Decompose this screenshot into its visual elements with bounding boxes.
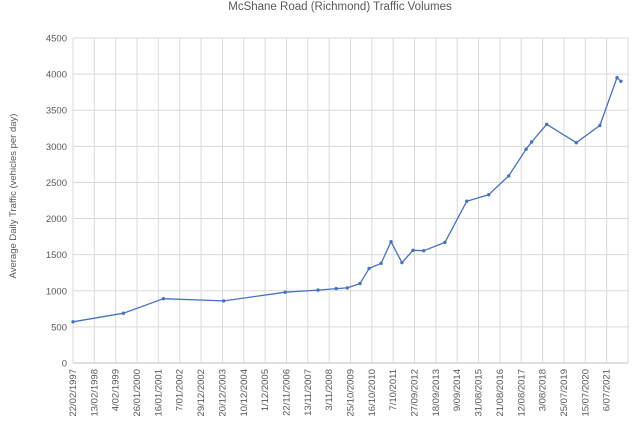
series-line-layer: [72, 77, 622, 323]
x-tick-label: 13/11/2007: [303, 369, 314, 416]
x-tick-label: 27/09/2012: [410, 369, 421, 417]
data-point: [524, 147, 528, 151]
data-point: [358, 281, 362, 286]
data-point: [334, 286, 338, 291]
x-tick-label: 20/12/2003: [217, 369, 228, 417]
x-tick-label: 9/09/2014: [452, 369, 463, 411]
x-tick-label: 22/02/1997: [68, 369, 79, 417]
data-point: [283, 290, 287, 294]
y-tick-label: 500: [51, 322, 67, 333]
data-point: [443, 240, 447, 245]
data-point: [422, 249, 426, 253]
x-tick-label: 7/10/2011: [388, 369, 399, 411]
data-point: [529, 140, 534, 144]
data-point: [615, 76, 619, 80]
y-tick-label: 3500: [46, 106, 67, 117]
data-point: [411, 248, 415, 252]
y-axis-label: Average Daily Traffic (vehicles per day): [8, 114, 19, 279]
data-point: [598, 123, 602, 128]
data-point: [574, 141, 578, 145]
x-tick-label: 16/01/2001: [153, 369, 164, 417]
x-tick-label: 29/12/2002: [196, 369, 207, 417]
y-tick-label: 1500: [46, 250, 67, 261]
data-point: [121, 311, 126, 315]
x-tick-label: 4/02/1999: [111, 369, 122, 411]
x-tick-label: 3/11/2008: [324, 369, 335, 411]
data-point: [161, 297, 166, 301]
x-tick-label: 6/07/2021: [602, 369, 613, 411]
x-tick-label: 16/10/2010: [367, 369, 378, 417]
y-tick-labels: 0 500 1000 1500 2000 2500 3000 3500 4000 4500: [46, 34, 67, 370]
x-tick-label: 15/07/2020: [580, 369, 591, 417]
x-tick-label: 18/09/2013: [431, 369, 442, 417]
y-tick-label: 0: [62, 359, 67, 370]
x-tick-label: 10/12/2004: [239, 369, 250, 417]
data-point: [545, 122, 549, 127]
data-point: [222, 299, 226, 303]
data-point: [507, 174, 511, 178]
x-tick-label: 25/07/2019: [559, 369, 570, 417]
data-point: [316, 288, 320, 292]
data-points: [71, 76, 623, 324]
data-point: [345, 286, 349, 290]
y-tick-label: 2000: [46, 214, 67, 225]
y-tick-label: 1000: [46, 286, 67, 297]
data-point: [389, 240, 393, 244]
x-tick-label: 3/08/2018: [538, 369, 549, 411]
x-tick-label: 7/01/2002: [175, 369, 186, 411]
x-tick-label: 13/02/1998: [89, 369, 100, 417]
x-tick-label: 22/11/2006: [281, 369, 292, 416]
x-tick-label: 26/01/2000: [132, 369, 143, 417]
x-tick-label: 12/08/2017: [516, 369, 527, 417]
y-tick-label: 4500: [46, 34, 67, 45]
data-point: [465, 199, 469, 203]
data-point: [619, 79, 623, 84]
y-tick-label: 3000: [46, 142, 67, 153]
data-point: [367, 266, 371, 271]
x-tick-label: 31/08/2015: [474, 369, 485, 417]
chart-title: McShane Road (Richmond) Traffic Volumes: [228, 1, 452, 13]
x-tick-label: 1/12/2005: [260, 369, 271, 411]
y-tick-label: 4000: [46, 70, 67, 81]
series-line: [72, 77, 622, 323]
gridlines: [72, 37, 629, 364]
x-tick-label: 21/08/2016: [495, 369, 506, 417]
data-point: [379, 261, 383, 265]
data-point: [71, 320, 75, 324]
y-tick-label: 2500: [46, 178, 67, 189]
data-point: [487, 193, 491, 197]
data-point: [400, 260, 404, 265]
x-tick-label: 25/10/2009: [346, 369, 357, 417]
x-tick-labels: 22/02/1997 13/02/1998 4/02/1999 26/01/2000 1…: [68, 369, 613, 417]
